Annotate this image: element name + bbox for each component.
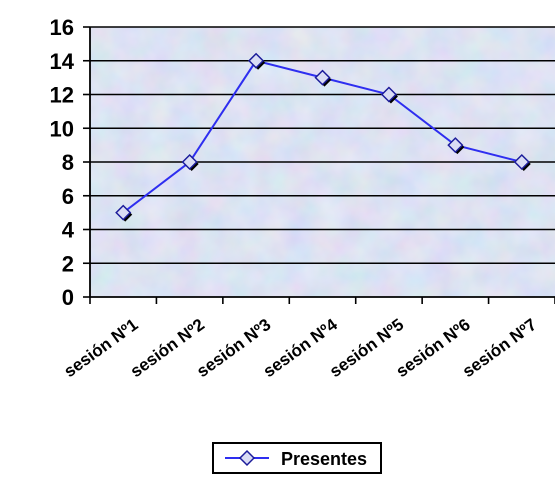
y-tick-label: 2	[62, 251, 74, 276]
y-tick-label: 4	[62, 218, 75, 243]
y-tick-label: 6	[62, 184, 74, 209]
y-tick-label: 16	[50, 15, 74, 40]
y-tick-label: 0	[62, 285, 74, 310]
data-point	[248, 52, 265, 69]
data-point	[181, 153, 198, 171]
data-point	[380, 86, 397, 103]
y-tick-label: 10	[50, 116, 74, 141]
data-point	[513, 153, 530, 171]
legend-marker	[238, 449, 256, 467]
data-point	[447, 137, 464, 154]
x-tick-label: sesión Nº5	[326, 315, 407, 381]
y-tick-label: 12	[50, 83, 74, 108]
x-tick-label: sesión Nº3	[193, 315, 274, 381]
legend-label: Presentes	[281, 449, 367, 469]
data-point	[314, 69, 331, 86]
y-tick-label: 8	[62, 150, 74, 175]
x-tick-label: sesión Nº2	[127, 315, 208, 381]
x-tick-label: sesión Nº7	[459, 315, 540, 381]
x-tick-label: sesión Nº1	[60, 315, 141, 381]
data-point	[115, 204, 132, 221]
x-tick-label: sesión Nº6	[393, 315, 474, 381]
y-tick-label: 14	[50, 49, 75, 74]
